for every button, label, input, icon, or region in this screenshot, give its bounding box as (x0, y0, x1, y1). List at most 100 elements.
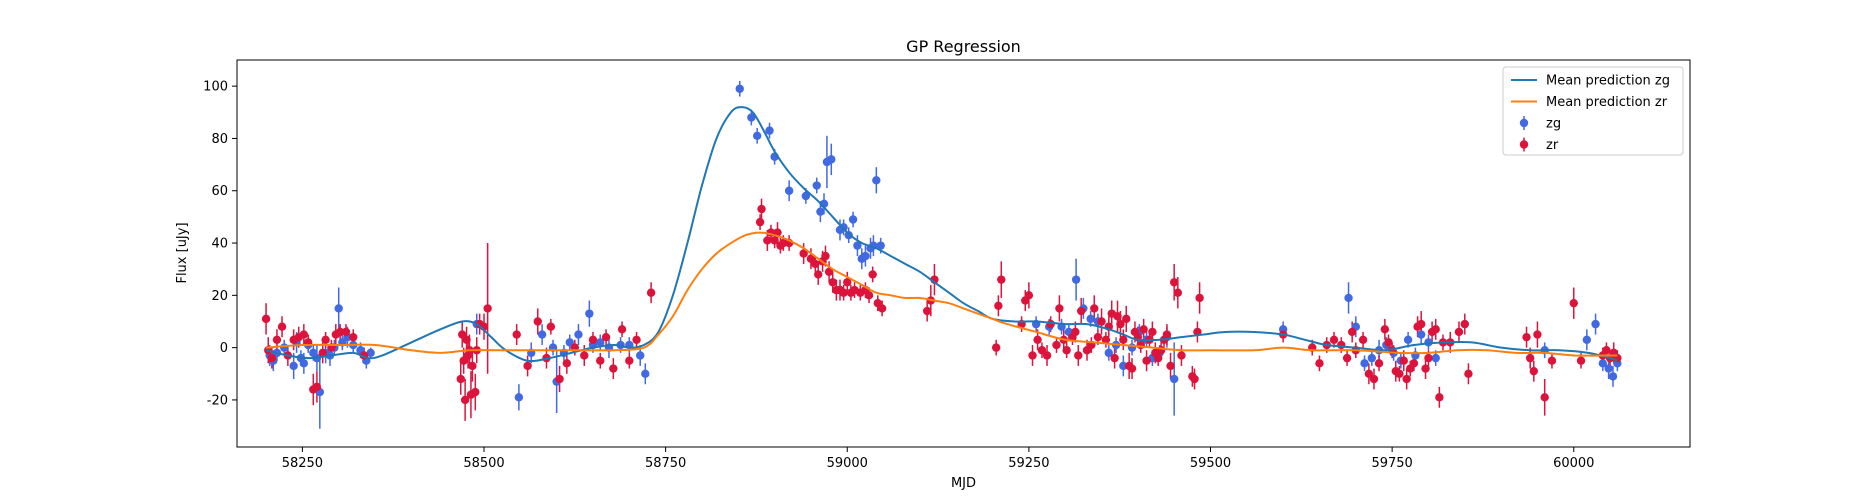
data-point-zr (1166, 361, 1175, 371)
data-point-zr (1113, 312, 1122, 321)
data-point-zr (512, 330, 521, 339)
data-point-zr (1110, 353, 1119, 363)
data-point-zr (1569, 298, 1578, 308)
data-point-zr (839, 288, 848, 297)
data-point-zg (1071, 275, 1081, 284)
data-point-zg (1360, 359, 1369, 368)
data-point-zg (366, 348, 375, 358)
data-point-zr (1547, 356, 1557, 365)
data-point-zr (843, 278, 852, 287)
data-point-zg (596, 338, 605, 347)
data-point-zr (997, 275, 1006, 284)
data-point-zg (872, 176, 881, 185)
x-tick-label: 59250 (1008, 456, 1049, 471)
data-point-zg (299, 359, 309, 368)
data-point-zg (1104, 348, 1114, 358)
data-point-zr (1329, 335, 1339, 344)
data-point-zr (1424, 353, 1433, 363)
data-point-zr (1195, 293, 1204, 303)
data-point-zr (1142, 356, 1151, 365)
data-point-zg (848, 215, 858, 224)
data-point-zr (868, 270, 877, 279)
data-point-zr (877, 304, 887, 313)
data-point-zr (1454, 327, 1464, 337)
data-point-zg (801, 191, 811, 201)
data-point-zr (1337, 340, 1346, 350)
data-point-zg (784, 186, 794, 195)
data-point-zr (609, 364, 618, 373)
data-point-zr (546, 322, 556, 331)
x-tick-label: 59500 (1190, 456, 1231, 471)
data-point-zg (735, 84, 744, 93)
x-tick-label: 60000 (1553, 456, 1594, 471)
data-point-zr (1162, 330, 1172, 339)
data-point-zr (601, 332, 611, 342)
y-tick-label: 40 (211, 237, 228, 252)
data-point-zr (562, 359, 572, 368)
plot-area (261, 80, 1622, 429)
data-point-zr (1369, 374, 1379, 384)
data-point-zr (763, 236, 772, 245)
data-point-zr (814, 270, 823, 279)
legend-label: zr (1546, 138, 1559, 153)
data-point-zg (1608, 372, 1618, 381)
data-point-zr (1395, 369, 1404, 378)
data-point-zr (1024, 291, 1034, 300)
data-point-zr (483, 304, 492, 313)
data-point-zr (1409, 359, 1419, 368)
data-point-zr (646, 288, 656, 297)
x-tick-label: 58500 (463, 456, 504, 471)
data-point-zr (1169, 278, 1179, 287)
x-tick-label: 58250 (282, 456, 323, 471)
y-tick-label: 100 (203, 80, 228, 95)
data-point-zr (1028, 351, 1037, 360)
data-point-zg (816, 207, 825, 216)
data-point-zg (752, 131, 762, 141)
data-point-zr (1177, 351, 1186, 360)
data-point-zg (641, 369, 650, 378)
x-tick-label: 58750 (645, 456, 686, 471)
data-point-zg (1086, 314, 1095, 324)
data-point-zr (318, 348, 327, 358)
data-point-zg (1403, 335, 1413, 344)
data-point-zg (585, 309, 594, 318)
y-tick-label: 60 (211, 184, 228, 199)
data-point-zr (828, 278, 837, 287)
data-point-zr (1055, 304, 1064, 313)
x-tick-label: 59000 (827, 456, 868, 471)
plot-frame (236, 59, 1691, 448)
chart-title: GP Regression (906, 37, 1021, 56)
data-point-zg (1119, 361, 1128, 371)
data-point-zr (994, 301, 1003, 310)
data-point-zr (468, 361, 477, 371)
data-point-zr (1374, 359, 1384, 368)
data-point-zr (1602, 346, 1611, 355)
legend-label: zg (1546, 117, 1561, 132)
data-point-zr (596, 356, 605, 365)
y-axis-label: Flux [uJy] (175, 222, 190, 283)
data-point-zr (1148, 327, 1157, 337)
data-point-zr (922, 306, 932, 316)
data-point-zr (1076, 306, 1086, 316)
data-point-zg (334, 304, 343, 313)
y-tick-label: 20 (211, 289, 228, 304)
data-point-zg (765, 126, 774, 135)
data-point-zg (1591, 319, 1600, 329)
y-tick-label: -20 (207, 393, 228, 408)
data-point-zr (1358, 335, 1368, 344)
legend: Mean prediction zg Mean prediction zr zg zr (1502, 66, 1684, 156)
data-point-zr (1522, 332, 1531, 342)
x-axis-label: MJD (951, 476, 976, 491)
data-point-zr (1052, 340, 1061, 350)
data-point-zr (1062, 346, 1071, 355)
axis-ticks: 58250 58500 58750 59000 59250 59500 59750 60000… (203, 80, 1594, 471)
data-point-zg (812, 181, 821, 190)
data-point-zr (1101, 335, 1111, 344)
data-point-zr (779, 238, 788, 248)
y-tick-label: 80 (211, 132, 228, 147)
data-point-zr (462, 335, 471, 344)
data-point-zr (1154, 353, 1163, 363)
data-point-zr (1435, 393, 1444, 402)
data-point-zr (299, 330, 309, 339)
data-point-zg (827, 155, 836, 164)
